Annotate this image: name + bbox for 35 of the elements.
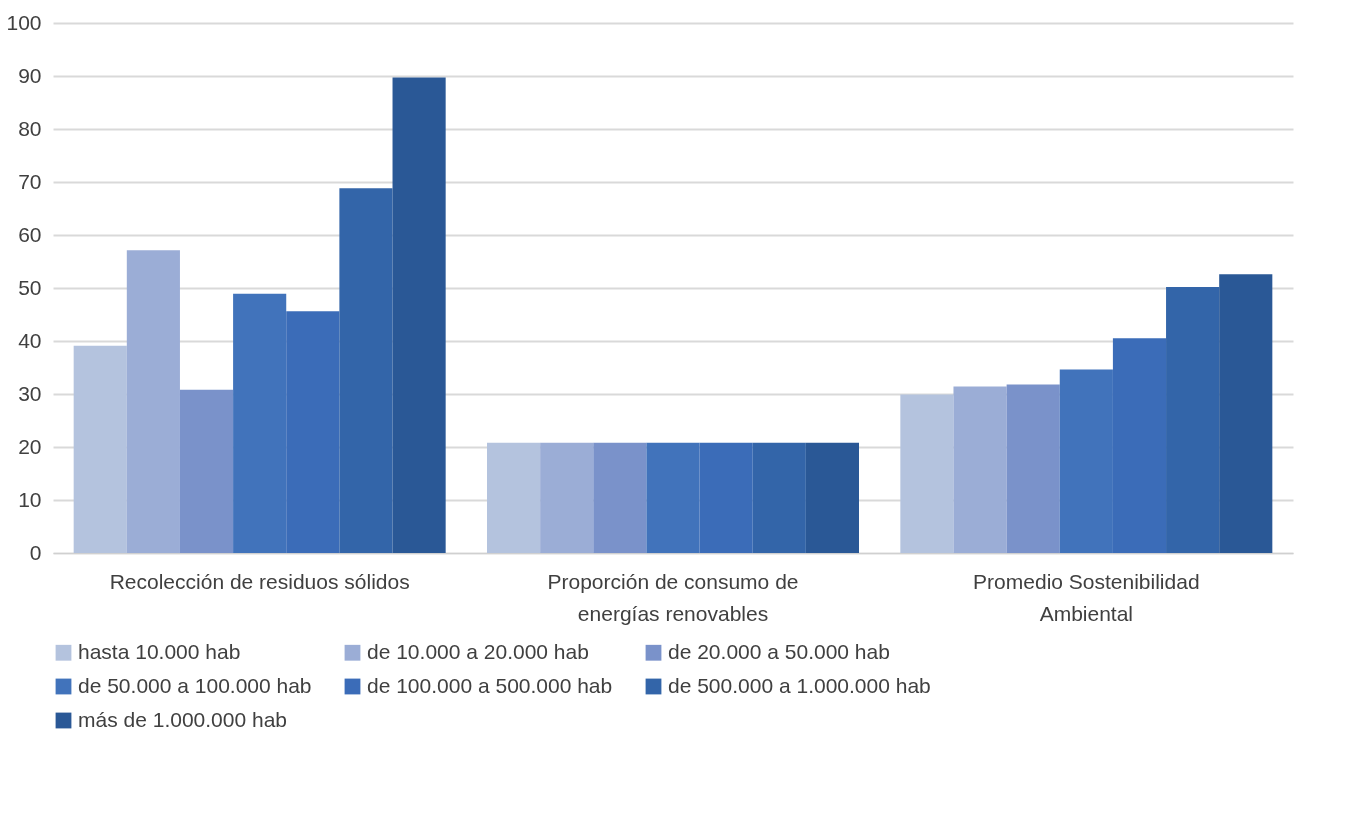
y-tick-label: 40 (18, 328, 42, 352)
bar (126, 250, 180, 553)
y-tick-label: 50 (18, 275, 42, 299)
x-tick-label: Recolección de residuos sólidos (109, 569, 410, 593)
y-tick-label: 20 (18, 434, 42, 458)
bar (1006, 384, 1060, 553)
bar (540, 442, 594, 553)
bar (900, 394, 954, 553)
bar (1166, 286, 1220, 553)
y-tick-label: 80 (18, 116, 42, 140)
legend-label: de 20.000 a 50.000 hab (668, 639, 890, 663)
x-tick-label: Promedio Sostenibilidad Ambiental (973, 569, 1200, 625)
legend-label: de 10.000 a 20.000 hab (367, 639, 589, 663)
bar (179, 389, 234, 553)
y-tick-label: 10 (18, 487, 42, 511)
y-tick-label: 90 (18, 63, 42, 87)
bar (1219, 274, 1273, 553)
legend-label: de 500.000 a 1.000.000 hab (668, 673, 931, 697)
bar (487, 442, 541, 553)
y-tick-label: 100 (6, 10, 42, 34)
bar (805, 442, 859, 553)
legend-label: más de 1.000.000 hab (78, 707, 287, 731)
legend-label: de 100.000 a 500.000 hab (367, 673, 613, 697)
y-tick-label: 70 (18, 169, 42, 193)
y-tick-label: 0 (29, 540, 42, 564)
legend-label: de 50.000 a 100.000 hab (78, 673, 312, 697)
legend-label: hasta 10.000 hab (78, 639, 241, 663)
bar (953, 386, 1007, 553)
bar (392, 77, 446, 553)
bar (752, 442, 806, 553)
y-tick-label: 30 (18, 381, 42, 405)
bar (73, 345, 127, 553)
bar (339, 188, 393, 553)
y-tick-label: 60 (18, 222, 42, 246)
bar (593, 442, 647, 553)
